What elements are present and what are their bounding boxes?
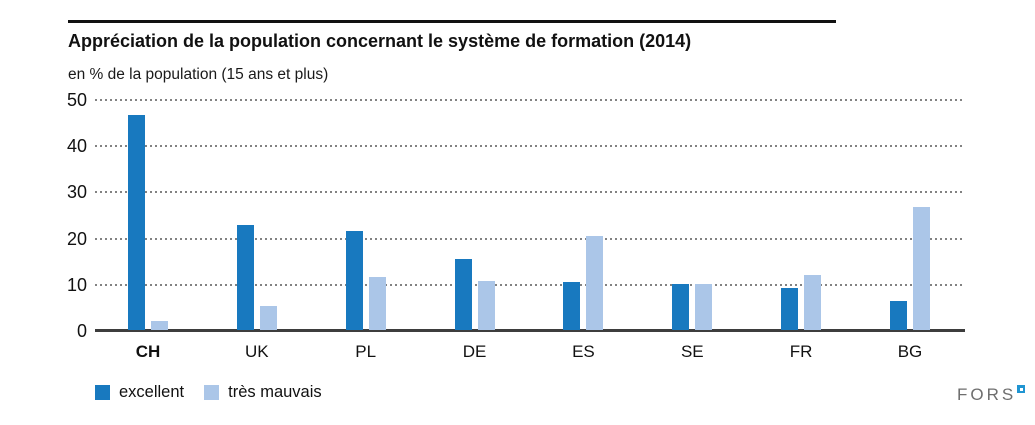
gridline-30 (95, 191, 965, 194)
legend-item-excellent: excellent (95, 383, 184, 402)
bar-excellent-fr (781, 287, 799, 330)
bar-group-uk (236, 225, 277, 330)
bar-tres-mauvais-fr (804, 274, 822, 330)
fors-logo-mark-dot (1019, 387, 1023, 391)
fors-logo-text: FORS (957, 385, 1017, 404)
bar-group-se (672, 283, 713, 330)
bar-tres-mauvais-ch (151, 320, 168, 330)
x-tick-label-uk: UK (245, 342, 269, 361)
x-tick-label-ch: CH (135, 342, 161, 361)
bar-group-ch (128, 115, 168, 330)
bar-excellent-uk (236, 225, 254, 330)
gridline-10 (95, 283, 965, 286)
x-tick-label-de: DE (462, 342, 487, 361)
gridline-50 (95, 99, 965, 101)
y-tick-label-10: 10 (66, 274, 87, 295)
x-tick-label-pl: PL (355, 342, 377, 361)
bar-excellent-se (672, 283, 690, 330)
bar-group-fr (781, 274, 822, 330)
x-axis-baseline (95, 329, 965, 332)
bar-tres-mauvais-es (586, 236, 604, 330)
bar-tres-mauvais-uk (259, 305, 277, 330)
plot-area: 0 10 20 30 40 50 (67, 91, 965, 340)
bar-excellent-ch (128, 115, 145, 330)
gridline-40 (95, 145, 965, 148)
bar-excellent-de (454, 259, 472, 330)
x-tick-label-es: ES (572, 342, 595, 361)
fors-logo-mark-icon (1017, 385, 1026, 393)
y-tick-label-40: 40 (66, 136, 87, 157)
x-tick-label-se: SE (680, 342, 704, 361)
legend-swatch-tres-mauvais (204, 385, 220, 400)
chart-title: Appréciation de la population concernant… (68, 31, 692, 51)
x-axis-labels: CH UK PL DE ES SE FR BG (95, 342, 965, 364)
y-tick-label-50: 50 (66, 90, 87, 110)
bar-group-de (454, 259, 495, 330)
chart-subtitle: en % de la population (15 ans et plus) (68, 66, 329, 83)
legend-swatch-excellent (95, 385, 110, 400)
legend-item-tres-mauvais: très mauvais (204, 383, 322, 402)
y-tick-label-30: 30 (66, 182, 87, 203)
gridline-20 (95, 237, 965, 240)
bar-tres-mauvais-bg (912, 207, 930, 330)
bar-tres-mauvais-se (695, 283, 713, 330)
y-tick-label-20: 20 (66, 228, 87, 249)
bar-group-pl (345, 231, 386, 330)
bar-excellent-bg (889, 300, 907, 330)
bar-excellent-es (563, 281, 581, 330)
chart-legend: excellent très mauvais (95, 383, 322, 402)
legend-label-tres-mauvais: très mauvais (228, 383, 322, 401)
bar-excellent-pl (345, 231, 363, 330)
y-tick-label-0: 0 (76, 321, 87, 341)
bar-group-es (563, 236, 604, 330)
x-tick-label-bg: BG (897, 342, 923, 361)
fors-logo: FORS (957, 385, 1026, 404)
bar-tres-mauvais-de (477, 281, 495, 330)
bar-group-bg (889, 207, 930, 330)
bar-tres-mauvais-pl (368, 276, 386, 330)
legend-label-excellent: excellent (119, 383, 185, 401)
title-rule (68, 20, 836, 23)
x-tick-label-fr: FR (789, 342, 813, 361)
